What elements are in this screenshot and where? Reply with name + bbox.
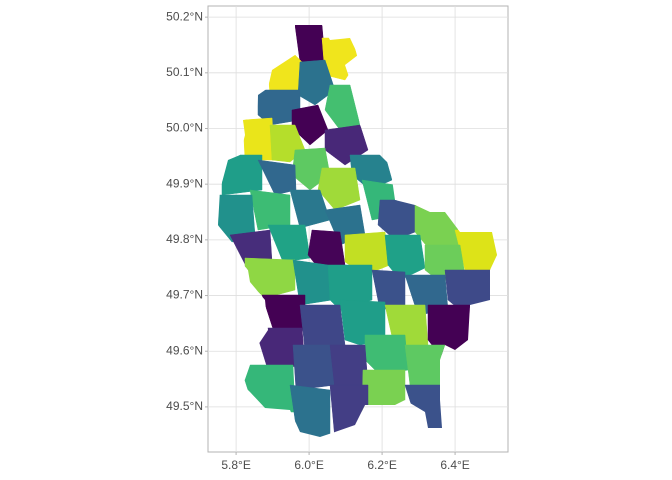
commune-region: [257, 89, 301, 126]
commune-region: [427, 304, 471, 356]
y-tick-label: 50.0°N: [166, 121, 203, 135]
y-tick-label: 49.7°N: [166, 288, 203, 302]
y-tick-label: 50.2°N: [166, 9, 203, 23]
commune-region: [292, 344, 336, 391]
commune-region: [267, 224, 311, 263]
y-tick-label: 49.8°N: [166, 232, 203, 246]
commune-region: [289, 384, 331, 437]
y-tick-label: 49.9°N: [166, 176, 203, 190]
commune-region: [294, 25, 326, 63]
commune-region: [297, 59, 336, 106]
x-tick-label: 5.8°E: [221, 458, 250, 472]
axes: 5.8°E 6.0°E 6.2°E 6.4°E 49.5°N 49.6°N 49.7°N 49…: [166, 9, 470, 472]
x-tick-label: 6.0°E: [294, 458, 323, 472]
commune-region: [299, 304, 346, 351]
y-tick-label: 50.1°N: [166, 65, 203, 79]
regions: [218, 25, 497, 437]
commune-region: [317, 167, 361, 211]
commune-region: [404, 344, 446, 386]
x-tick-label: 6.2°E: [367, 458, 396, 472]
commune-region: [384, 234, 426, 281]
commune-region: [242, 117, 276, 161]
y-tick-label: 49.5°N: [166, 399, 203, 413]
y-tick-label: 49.6°N: [166, 343, 203, 357]
commune-region: [221, 154, 263, 196]
commune-region: [344, 231, 391, 276]
commune-region: [329, 344, 369, 391]
x-tick-label: 6.4°E: [440, 458, 469, 472]
